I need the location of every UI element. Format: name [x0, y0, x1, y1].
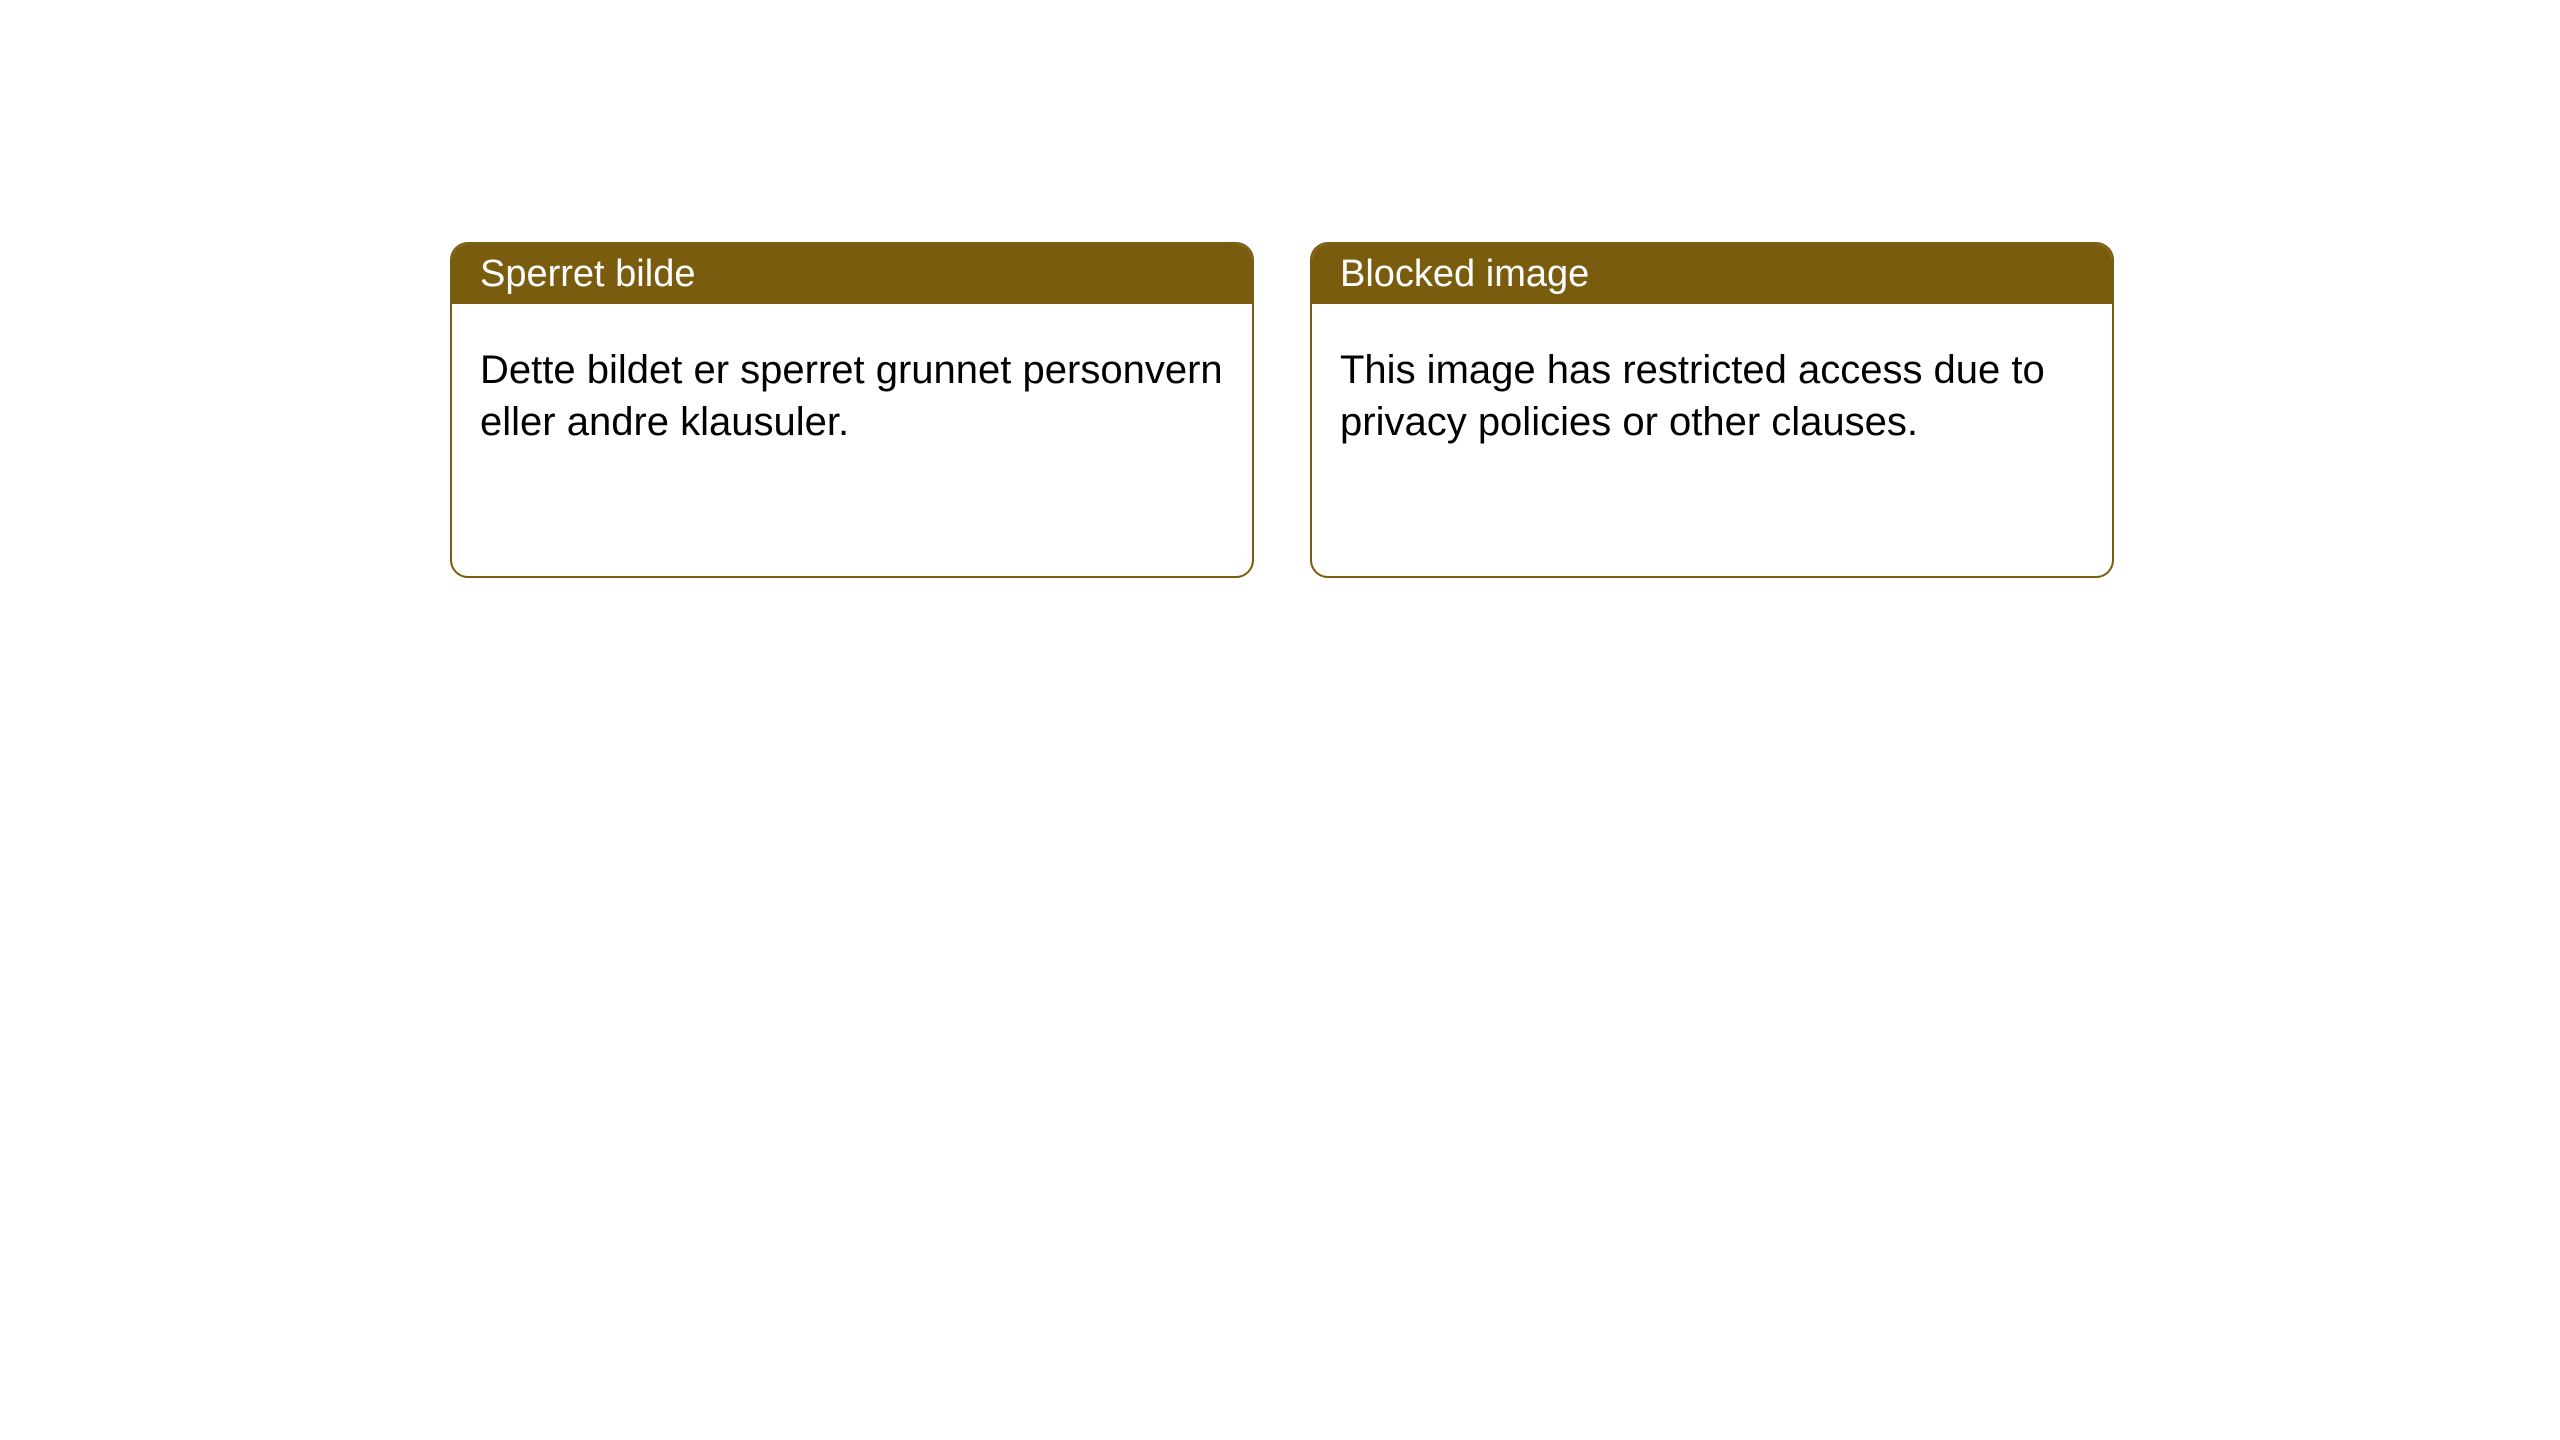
- blocked-image-card-norwegian: Sperret bilde Dette bildet er sperret gr…: [450, 242, 1254, 578]
- card-header-text: Blocked image: [1340, 253, 1589, 296]
- blocked-image-card-english: Blocked image This image has restricted …: [1310, 242, 2114, 578]
- cards-container: Sperret bilde Dette bildet er sperret gr…: [0, 0, 2560, 578]
- card-body-text: Dette bildet er sperret grunnet personve…: [480, 348, 1223, 444]
- card-body: Dette bildet er sperret grunnet personve…: [452, 304, 1252, 488]
- card-body: This image has restricted access due to …: [1312, 304, 2112, 488]
- card-header-text: Sperret bilde: [480, 253, 695, 296]
- card-header: Blocked image: [1312, 244, 2112, 304]
- card-header: Sperret bilde: [452, 244, 1252, 304]
- card-body-text: This image has restricted access due to …: [1340, 348, 2045, 444]
